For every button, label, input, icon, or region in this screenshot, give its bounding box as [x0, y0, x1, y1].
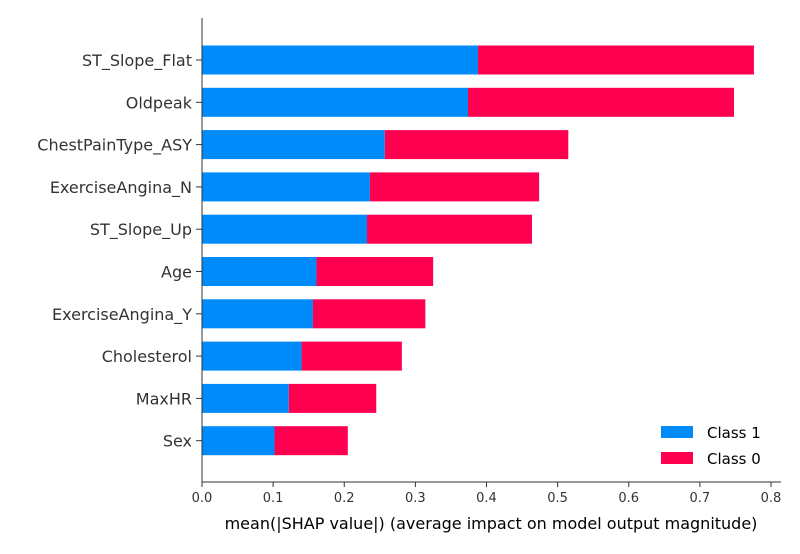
bars-layer	[202, 45, 754, 456]
bar-class-0-maxhr	[288, 383, 377, 413]
bar-class-1-st-slope-up	[202, 214, 368, 244]
x-tick-label: 0.4	[476, 491, 497, 506]
y-tick-label: ST_Slope_Flat	[82, 51, 192, 71]
y-tick-label: ExerciseAngina_N	[50, 178, 192, 198]
bar-class-0-oldpeak	[468, 87, 735, 117]
x-ticks: 0.0 0.1 0.2 0.3 0.4 0.5 0.6 0.7 0.8	[192, 482, 782, 506]
y-tick-label: ST_Slope_Up	[90, 220, 192, 240]
y-tick-label: ChestPainType_ASY	[37, 136, 192, 156]
bar-class-0-chestpaintype-asy	[384, 130, 569, 160]
bar-class-0-age	[316, 257, 434, 286]
x-tick-label: 0.3	[405, 491, 426, 506]
y-tick-labels: ST_Slope_Flat Oldpeak ChestPainType_ASY Exe…	[37, 51, 202, 451]
bar-class-0-exerciseangina-n	[369, 172, 540, 202]
bar-class-0-exerciseangina-y	[312, 299, 426, 329]
bar-class-0-sex	[274, 426, 348, 456]
bar-class-1-chestpaintype-asy	[202, 130, 385, 160]
bar-class-1-exerciseangina-n	[202, 172, 370, 202]
y-tick-label: Cholesterol	[102, 347, 192, 366]
bar-class-0-cholesterol	[301, 341, 402, 371]
x-tick-label: 0.6	[618, 491, 639, 506]
y-tick-label: ExerciseAngina_Y	[52, 305, 192, 325]
legend: Class 1 Class 0	[661, 424, 761, 468]
x-tick-label: 0.7	[690, 491, 711, 506]
bar-class-0-st-slope-up	[367, 214, 533, 244]
x-tick-label: 0.5	[547, 491, 568, 506]
y-tick-label: Oldpeak	[126, 93, 193, 112]
legend-swatch-class-0	[661, 452, 693, 464]
bar-class-1-sex	[202, 426, 275, 456]
x-axis-label: mean(|SHAP value|) (average impact on mo…	[225, 514, 758, 533]
x-tick-label: 0.0	[192, 491, 213, 506]
y-tick-label: MaxHR	[136, 389, 192, 408]
bar-class-1-cholesterol	[202, 341, 302, 371]
x-tick-label: 0.2	[334, 491, 355, 506]
bar-class-1-st-slope-flat	[202, 45, 478, 75]
x-tick-label: 0.8	[761, 491, 782, 506]
legend-swatch-class-1	[661, 426, 693, 438]
bar-class-1-maxhr	[202, 383, 289, 413]
y-tick-label: Age	[161, 263, 192, 282]
legend-label-class-1: Class 1	[707, 424, 761, 442]
x-tick-label: 0.1	[263, 491, 284, 506]
bar-class-1-age	[202, 257, 317, 286]
legend-label-class-0: Class 0	[707, 450, 761, 468]
y-tick-label: Sex	[163, 432, 192, 451]
bar-class-1-oldpeak	[202, 87, 469, 117]
bar-class-0-st-slope-flat	[477, 45, 754, 75]
bar-class-1-exerciseangina-y	[202, 299, 313, 329]
